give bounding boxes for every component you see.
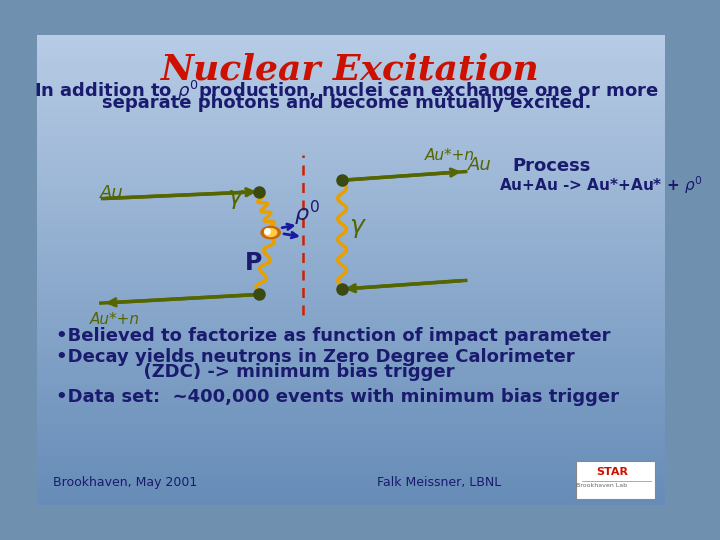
Text: Au+Au -> Au*+Au* + $\rho^0$: Au+Au -> Au*+Au* + $\rho^0$ <box>499 174 703 196</box>
Text: Process: Process <box>512 157 590 175</box>
Text: •Believed to factorize as function of impact parameter: •Believed to factorize as function of im… <box>56 327 611 345</box>
Text: Au*+n: Au*+n <box>89 312 140 327</box>
Text: $\gamma$: $\gamma$ <box>227 187 245 211</box>
Text: •Data set:  ~400,000 events with minimum bias trigger: •Data set: ~400,000 events with minimum … <box>56 388 619 406</box>
Text: $\gamma$: $\gamma$ <box>348 216 366 240</box>
Text: Brookhaven, May 2001: Brookhaven, May 2001 <box>53 476 197 489</box>
Text: P: P <box>245 251 262 275</box>
Text: Au: Au <box>100 184 124 202</box>
Text: Au: Au <box>468 157 492 174</box>
Text: STAR: STAR <box>596 467 628 477</box>
Ellipse shape <box>261 226 280 239</box>
Text: separate photons and become mutually excited.: separate photons and become mutually exc… <box>102 94 591 112</box>
Text: (ZDC) -> minimum bias trigger: (ZDC) -> minimum bias trigger <box>56 363 455 381</box>
Text: Brookhaven Lab: Brookhaven Lab <box>576 483 627 489</box>
FancyBboxPatch shape <box>576 461 654 499</box>
Ellipse shape <box>264 228 276 237</box>
Text: Falk Meissner, LBNL: Falk Meissner, LBNL <box>377 476 501 489</box>
Text: In addition to $\rho^0$production, nuclei can exchange one or more: In addition to $\rho^0$production, nucle… <box>34 78 659 103</box>
Text: Au*+n: Au*+n <box>425 148 474 163</box>
Text: Nuclear Excitation: Nuclear Excitation <box>161 52 540 86</box>
Text: $\rho^0$: $\rho^0$ <box>294 199 320 228</box>
Text: •Decay yields neutrons in Zero Degree Calorimeter: •Decay yields neutrons in Zero Degree Ca… <box>56 348 575 366</box>
